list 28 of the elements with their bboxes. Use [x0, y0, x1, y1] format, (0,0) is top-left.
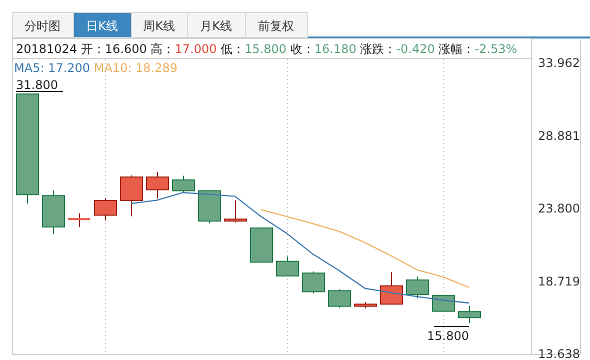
text: 前复权 — [258, 19, 294, 33]
text: -2.53% — [474, 42, 518, 56]
text: 低： — [216, 42, 245, 56]
text: 日K线 — [86, 19, 118, 33]
text: 16.600 — [104, 42, 147, 56]
y-tick-label: 18.719 — [538, 274, 580, 288]
text: 16.180 — [314, 42, 356, 56]
text: 15.800 — [244, 42, 287, 56]
text: 17.000 — [174, 42, 217, 56]
text: -0.420 — [396, 42, 435, 56]
y-tick-label: 33.962 — [538, 56, 580, 70]
text: 涨跌： — [356, 42, 396, 56]
text: 收： — [286, 42, 314, 56]
annotation: 31.800 — [16, 78, 58, 92]
y-tick-label: 23.800 — [538, 202, 580, 216]
annotation: 15.800 — [427, 329, 469, 344]
y-tick-label: 28.881 — [538, 128, 580, 143]
text: 高： — [146, 42, 175, 56]
text: MA5: 17.200 — [14, 61, 90, 75]
text: 月K线 — [200, 19, 232, 33]
text: 分时图 — [24, 19, 60, 33]
y-tick-label: 13.638 — [538, 347, 580, 360]
text: 20181024 — [16, 42, 78, 56]
text: 周K线 — [143, 19, 175, 33]
text: MA10: 18.289 — [90, 61, 178, 75]
text: 涨幅： — [434, 42, 475, 56]
text: 开： — [77, 42, 105, 56]
line-series — [260, 209, 470, 288]
